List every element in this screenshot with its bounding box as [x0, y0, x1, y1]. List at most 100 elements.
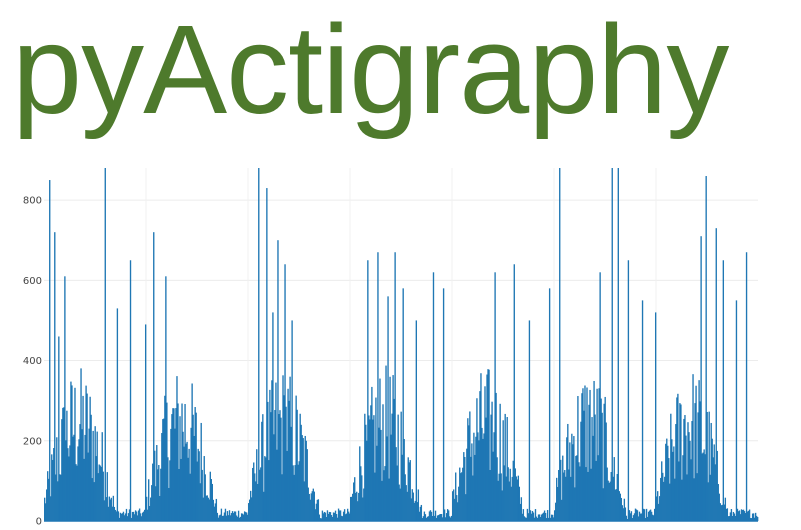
activity-bar: [338, 510, 341, 521]
activity-bar: [119, 512, 122, 521]
activity-bar: [412, 492, 414, 521]
activity-bar: [684, 415, 686, 521]
activity-bar: [552, 517, 555, 521]
activity-bar: [208, 499, 210, 521]
activity-bar: [561, 499, 563, 521]
activity-bar: [526, 508, 529, 521]
activity-bar: [240, 513, 243, 521]
activity-bar: [373, 415, 375, 521]
activity-bar: [573, 436, 575, 521]
activity-bar: [750, 518, 753, 521]
activity-bar: [218, 515, 221, 521]
activity-bar: [675, 424, 677, 521]
activity-bar: [363, 488, 365, 521]
activity-bar: [113, 506, 116, 521]
activity-bar: [105, 497, 107, 521]
activity-bar: [471, 443, 473, 521]
activity-bar: [639, 513, 642, 521]
activity-bar: [474, 454, 476, 521]
activity-bar: [300, 424, 302, 521]
activity-bar: [515, 476, 517, 521]
activity-bar: [651, 514, 654, 521]
activity-bar: [133, 514, 136, 521]
activity-bar: [693, 478, 695, 521]
activity-bar: [707, 482, 709, 521]
activity-bar: [328, 511, 331, 521]
activity-bar: [96, 431, 98, 521]
activity-bar: [130, 517, 133, 521]
activity-bar: [249, 499, 251, 521]
activity-bar: [518, 486, 521, 521]
activity-bar: [450, 515, 453, 521]
activity-bar: [520, 497, 523, 521]
activity-bar: [719, 503, 721, 521]
activity-bar: [565, 476, 567, 521]
activity-bar: [178, 469, 180, 521]
activity-bar: [380, 429, 382, 521]
activity-bar: [536, 518, 539, 521]
activity-bar: [730, 509, 733, 521]
activity-bar: [453, 489, 455, 521]
activity-bar: [604, 396, 606, 521]
activity-bar: [729, 512, 732, 521]
activity-bar: [347, 511, 350, 521]
activity-bar: [148, 479, 150, 521]
activity-bar: [193, 435, 195, 521]
activity-bar: [64, 276, 66, 521]
activity-bar: [606, 467, 608, 521]
activity-bar: [383, 470, 385, 521]
activity-bar: [714, 464, 716, 521]
activity-bar: [167, 457, 169, 521]
activity-bar: [581, 393, 583, 521]
activity-bar: [231, 511, 234, 521]
activity-bar: [743, 511, 746, 521]
activity-bar: [200, 422, 202, 521]
activity-bar: [99, 465, 101, 521]
activity-bar: [375, 397, 377, 521]
activity-bar: [358, 492, 360, 521]
activity-bar: [377, 252, 379, 522]
activity-bar: [511, 476, 513, 521]
activity-bar: [50, 496, 52, 521]
activity-bar: [654, 312, 657, 521]
activity-bar: [618, 491, 620, 521]
activity-bar: [186, 441, 188, 521]
activity-bar: [472, 475, 474, 521]
activity-bar: [726, 508, 729, 521]
activity-bar: [70, 381, 72, 521]
activity-bar: [549, 517, 552, 521]
activity-bar: [737, 511, 740, 521]
activity-bar: [47, 471, 49, 521]
activity-bar: [749, 517, 752, 521]
activity-bar: [180, 458, 182, 521]
activity-bar: [261, 421, 263, 521]
activity-bar: [58, 336, 60, 521]
activity-bar: [622, 508, 625, 521]
activity-bar: [645, 508, 648, 521]
activity-bar: [335, 514, 338, 521]
activity-bar: [646, 516, 649, 521]
activity-bar: [612, 476, 614, 521]
activity-bar: [617, 168, 619, 521]
activity-bar: [139, 513, 142, 521]
activity-bar: [543, 510, 546, 521]
activity-bar: [254, 473, 256, 521]
activity-bar: [658, 503, 660, 521]
activity-bar: [439, 514, 442, 521]
activity-bar: [735, 300, 738, 522]
activity-bar: [633, 513, 636, 521]
activity-bar: [201, 469, 203, 521]
activity-bar: [90, 414, 92, 521]
activity-bar: [298, 461, 300, 521]
activity-bar: [597, 455, 599, 521]
activity-bar: [162, 419, 164, 521]
activity-bar: [438, 514, 441, 521]
activity-bar: [605, 422, 607, 521]
activity-bar: [662, 472, 664, 521]
activity-bar: [699, 401, 701, 521]
activity-bar: [323, 511, 326, 521]
activity-bar: [286, 450, 288, 521]
activity-bar: [502, 420, 504, 521]
activity-bar: [672, 451, 674, 521]
activity-bar: [727, 516, 730, 521]
